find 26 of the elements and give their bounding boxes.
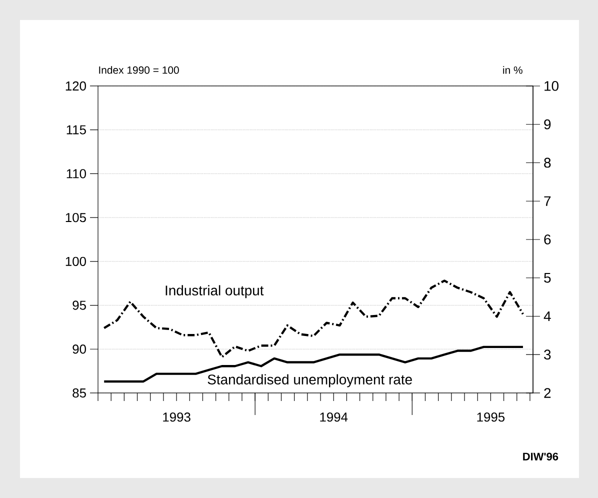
y-axis-title: Index 1990 = 100	[99, 66, 179, 74]
series-label: Standardised unemployment rate	[208, 374, 412, 388]
y2-tick-label: 9	[544, 119, 551, 130]
x-tick-label: 1994	[320, 412, 348, 422]
y-tick-label: 110	[66, 169, 86, 178]
y2-axis-title: in %	[503, 66, 522, 74]
y2-tick-label: 3	[544, 350, 551, 360]
y2-tick-label: 6	[544, 234, 551, 244]
y2-tick-label: 4	[544, 311, 551, 322]
y2-tick-label: 2	[544, 388, 551, 398]
y-tick-label: 85	[72, 388, 86, 398]
y-tick-label: 105	[66, 212, 86, 222]
y2-tick-label: 10	[544, 81, 558, 91]
y2-tick-label: 7	[544, 196, 551, 206]
y-tick-label: 95	[72, 300, 86, 310]
y2-tick-label: 8	[544, 158, 551, 168]
x-tick-label: 1993	[163, 412, 190, 422]
line-series	[103, 280, 524, 358]
y-tick-label: 115	[66, 125, 86, 134]
y2-tick-label: 5	[544, 273, 551, 283]
text: Industrial output	[166, 285, 264, 298]
y-tick-label: 90	[72, 344, 86, 354]
y-tick-label: 120	[66, 81, 86, 91]
text: DIW'96	[523, 452, 558, 460]
y-tick-label: 100	[66, 256, 86, 266]
x-tick-label: 1995	[477, 412, 505, 422]
